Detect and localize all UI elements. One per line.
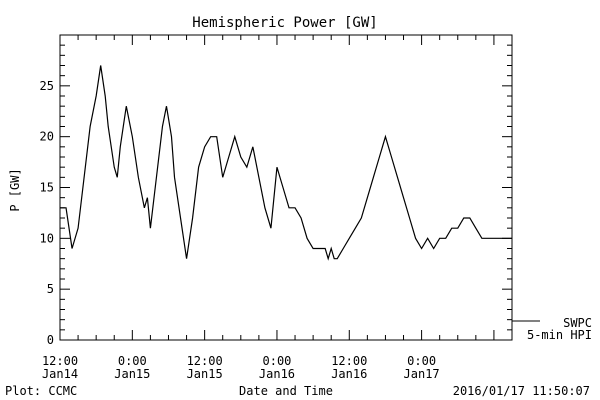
plot-frame <box>59 34 513 341</box>
x-tick-label-date: Jan15 <box>187 367 223 381</box>
x-tick-label-time: 0:00 <box>263 354 292 368</box>
x-axis-label: Date and Time <box>239 384 333 398</box>
x-tick-label-date: Jan14 <box>42 367 78 381</box>
y-tick-label: 0 <box>47 333 54 347</box>
y-tick-label: 5 <box>47 282 54 296</box>
x-axis-ticks: 12:00Jan140:00Jan1512:00Jan150:00Jan1612… <box>42 35 513 381</box>
x-tick-label-date: Jan16 <box>259 367 295 381</box>
y-tick-label: 10 <box>40 231 54 245</box>
plot-credit: Plot: CCMC <box>5 384 77 398</box>
series-layer <box>60 65 512 261</box>
legend-label-hpi: 5-min HPI <box>527 328 592 342</box>
x-tick-label-time: 12:00 <box>42 354 78 368</box>
x-tick-label-time: 0:00 <box>118 354 147 368</box>
x-tick-label-date: Jan16 <box>331 367 367 381</box>
series-line-swpc <box>60 65 512 261</box>
plot-timestamp: 2016/01/17 11:50:07 <box>453 384 590 398</box>
x-tick-label-date: Jan15 <box>114 367 150 381</box>
chart-title: Hemispheric Power [GW] <box>192 15 377 31</box>
legend-label-swpc: SWPC <box>563 316 592 330</box>
x-tick-label-time: 0:00 <box>407 354 436 368</box>
y-tick-label: 15 <box>40 181 54 195</box>
y-tick-label: 25 <box>40 79 54 93</box>
x-tick-label-time: 12:00 <box>187 354 223 368</box>
x-tick-label-date: Jan17 <box>404 367 440 381</box>
y-axis-ticks: 0 5 10 15 20 25 <box>40 34 512 347</box>
x-tick-label-time: 12:00 <box>331 354 367 368</box>
y-tick-label: 20 <box>40 130 54 144</box>
y-axis-label: P [GW] <box>8 168 22 211</box>
